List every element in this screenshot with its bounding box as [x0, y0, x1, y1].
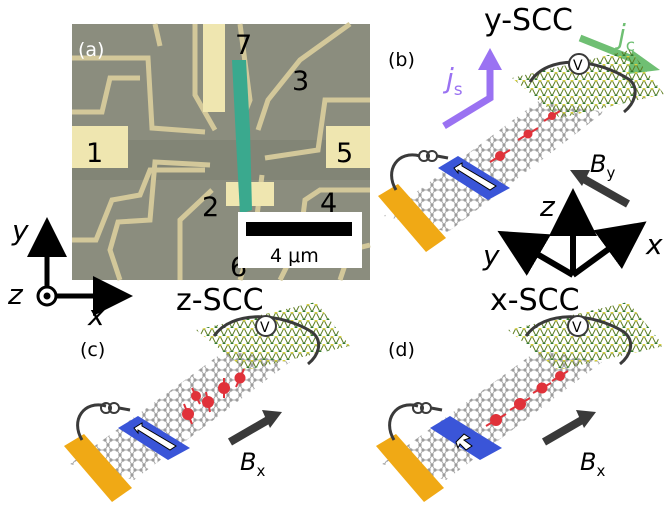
panel-c-label: (c)	[80, 339, 105, 361]
field-arrow-c	[227, 416, 271, 446]
field-label-d: Bx	[580, 448, 605, 480]
magnetization-arrow-d	[455, 433, 473, 451]
jc-label: jc	[614, 18, 635, 56]
contact-label-2: 2	[202, 192, 219, 223]
magnetization-arrow-c	[133, 422, 177, 451]
voltmeter-c-label: V	[260, 320, 270, 336]
wire-c-left	[76, 403, 107, 441]
gold-electrode-d	[376, 434, 444, 502]
contact-pad-5	[326, 126, 370, 168]
contact-pad-7	[203, 24, 225, 112]
voltmeter-b-label: V	[573, 58, 583, 74]
spin-current-arrowhead	[478, 48, 502, 70]
wire-d-right	[524, 315, 633, 366]
contact-pad-1	[72, 126, 128, 168]
gold-electrode-c	[64, 434, 132, 502]
magnetization-arrow-b	[453, 162, 497, 191]
panel-c-title: z-SCC	[176, 283, 264, 318]
tmd-flake-b	[512, 50, 664, 118]
scale-bar-label: 4 μm	[270, 245, 319, 267]
current-source-b	[418, 150, 430, 162]
graphene-channel-d	[382, 350, 602, 480]
micrograph-panel-label: (a)	[78, 39, 104, 61]
scale-bar	[246, 222, 352, 236]
wire-d-left	[388, 403, 419, 441]
scale-bar-box	[238, 212, 362, 268]
voltmeter-b	[568, 53, 590, 75]
wire-b-right	[528, 60, 637, 114]
axis-3d-x-label: x	[645, 228, 663, 261]
graphene-channel-b	[384, 100, 604, 232]
contact-label-7: 7	[235, 30, 252, 61]
field-label-c: Bx	[240, 448, 265, 480]
contact-label-3: 3	[292, 66, 309, 97]
voltmeter-c	[255, 315, 277, 337]
graphene-channel-c	[70, 350, 290, 480]
micrograph-panel: (a) 1 2 3 4 5 6 7 4 μm	[72, 21, 371, 283]
spin-current-arrow	[442, 68, 494, 129]
axis-2d-x-label: x	[87, 299, 105, 332]
contact-label-4: 4	[320, 188, 337, 219]
axis-3d-y-label: y	[482, 239, 500, 272]
axes-3d: z y x	[482, 188, 663, 278]
voltmeter-d-label: V	[572, 320, 582, 336]
gold-electrode-b	[378, 184, 446, 252]
tmd-flake-c	[196, 302, 350, 370]
contact-label-5: 5	[336, 138, 353, 169]
spin-polarization-d	[485, 370, 569, 427]
field-arrow-b	[580, 174, 630, 208]
tmd-flake-d	[508, 302, 664, 370]
current-source-d	[412, 402, 424, 414]
field-arrow-d	[541, 416, 585, 446]
wire-c-right	[212, 315, 321, 366]
contact-label-1: 1	[86, 138, 103, 169]
axis-2d-y-label: y	[11, 214, 29, 247]
js-label: js	[442, 62, 463, 100]
panel-b-label: (b)	[388, 49, 415, 71]
panel-b-title: y-SCC	[484, 3, 573, 38]
axes-2d: y z x	[7, 214, 133, 332]
spin-polarization-b	[489, 110, 561, 163]
panel-d-label: (d)	[388, 339, 415, 361]
graphene-flake	[232, 60, 252, 214]
panel-d-title: x-SCC	[490, 283, 580, 318]
current-source-c	[100, 402, 112, 414]
panel-b: (b) y-SCC js jc V	[378, 3, 664, 252]
axis-3d-z-label: z	[539, 190, 556, 223]
wire-b-left	[390, 153, 421, 191]
panel-d: x-SCC (d) V Bx	[376, 283, 664, 502]
voltmeter-d	[567, 315, 589, 337]
field-label-b: By	[590, 150, 615, 182]
spin-polarization-c	[182, 368, 246, 425]
axis-2d-z-label: z	[7, 278, 24, 311]
panel-c: z-SCC (c) V Bx	[64, 283, 350, 502]
